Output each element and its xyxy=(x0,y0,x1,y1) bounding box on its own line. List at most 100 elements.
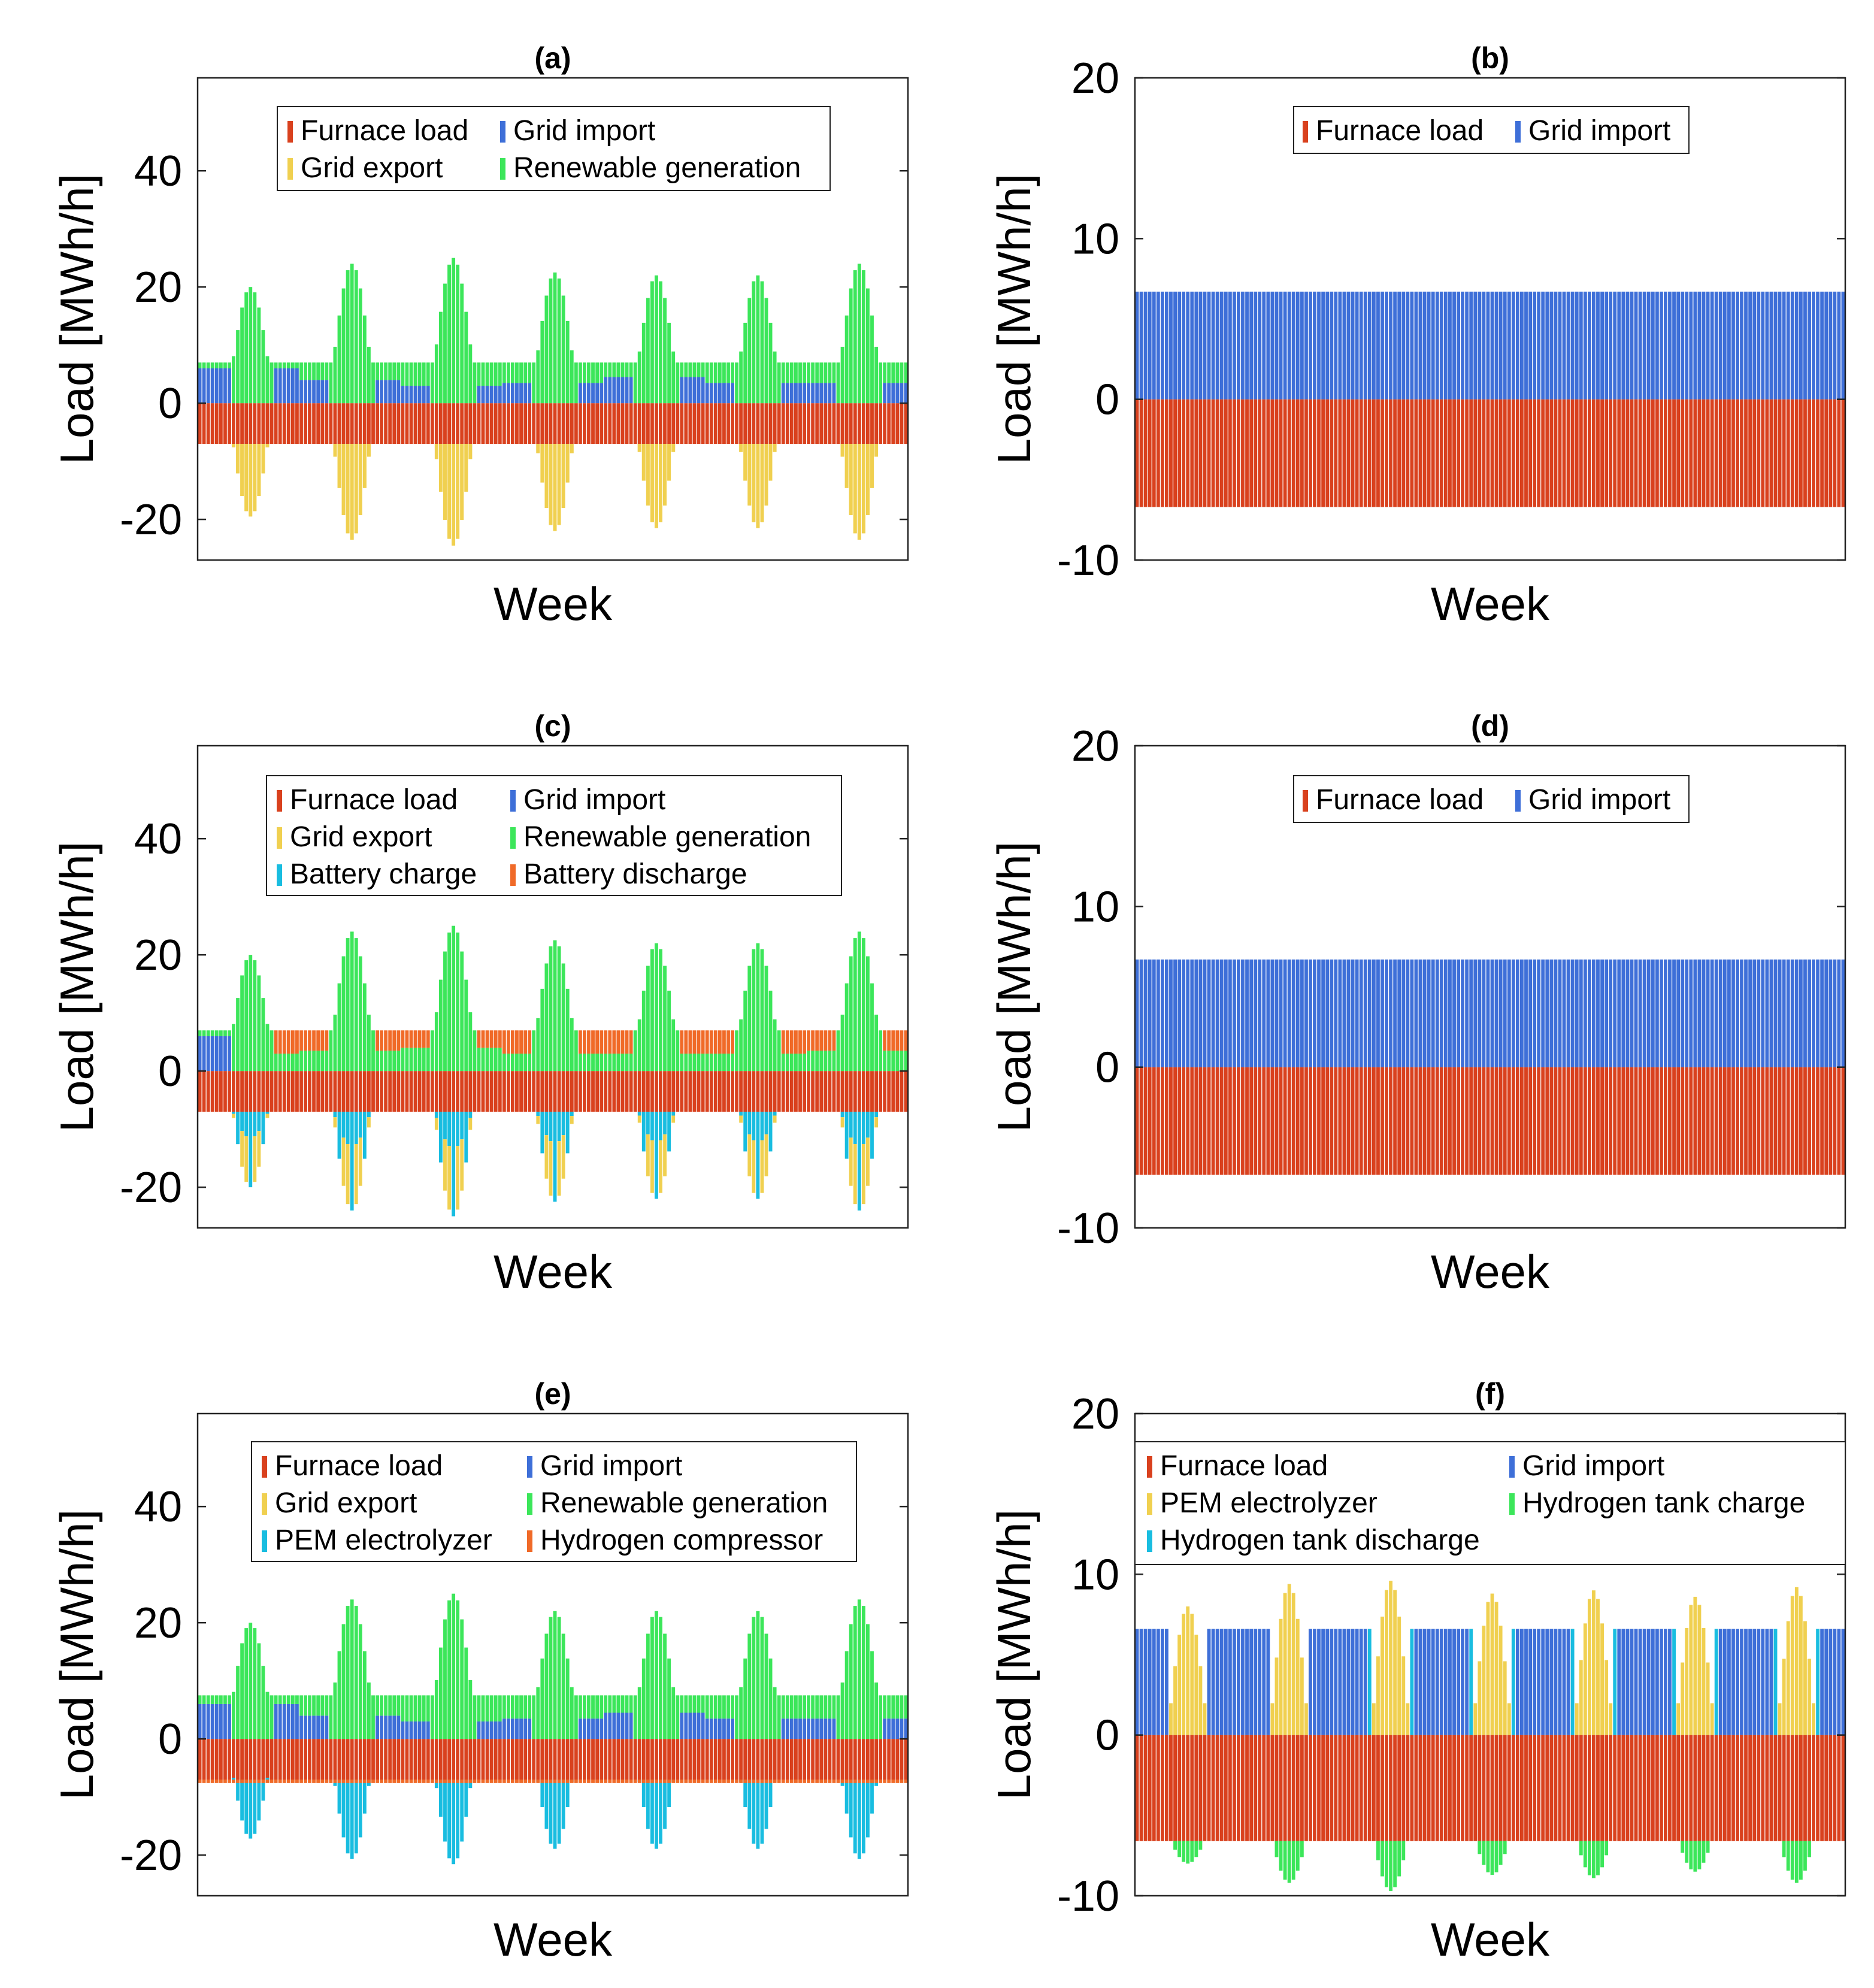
bar-battery-charge xyxy=(265,1112,270,1114)
bar-grid-import xyxy=(1837,291,1841,400)
bar-grid-import xyxy=(320,1715,325,1739)
bar-renewable-generation xyxy=(768,1658,773,1739)
bar-renewable-generation xyxy=(485,1048,489,1072)
bar-furnace-load xyxy=(608,403,612,444)
bar-furnace-load xyxy=(717,403,722,444)
bar-furnace-load xyxy=(1304,1735,1308,1841)
bar-hydrogen-compressor xyxy=(371,1780,375,1783)
bar-furnace-load xyxy=(1228,1735,1232,1841)
bar-renewable-generation xyxy=(417,362,422,386)
bar-grid-import xyxy=(1833,291,1837,400)
bar-furnace-load xyxy=(565,1071,570,1112)
bar-renewable-generation xyxy=(574,1030,578,1072)
bar-grid-export xyxy=(540,444,544,483)
bar-renewable-generation xyxy=(371,362,375,404)
bar-furnace-load xyxy=(1410,1067,1414,1175)
bar-furnace-load xyxy=(401,1071,405,1112)
bar-furnace-load xyxy=(1279,399,1283,507)
bar-pem-electrolyzer xyxy=(1177,1635,1182,1735)
bar-furnace-load xyxy=(1148,399,1152,507)
bar-grid-import xyxy=(1697,959,1702,1067)
bar-hydrogen-compressor xyxy=(752,1780,756,1783)
bar-hydrogen-compressor xyxy=(705,1780,709,1783)
bar-renewable-generation xyxy=(557,946,561,1072)
bar-renewable-generation xyxy=(789,1695,794,1719)
bar-furnace-load xyxy=(1638,1735,1642,1841)
bar-hydrogen-compressor xyxy=(367,1780,371,1783)
bar-pem-electrolyzer xyxy=(1498,1626,1503,1735)
bar-renewable-generation xyxy=(819,1695,824,1719)
bar-renewable-generation xyxy=(392,362,396,380)
bar-furnace-load xyxy=(290,1739,295,1780)
bar-grid-import xyxy=(523,1718,528,1739)
bar-grid-import xyxy=(1418,291,1422,400)
bar-renewable-generation xyxy=(819,362,824,383)
bar-furnace-load xyxy=(633,1071,637,1112)
legend-label: Grid import xyxy=(1522,1450,1664,1482)
bar-pem-electrolyzer xyxy=(1283,1593,1287,1735)
bar-furnace-load xyxy=(1254,1735,1258,1841)
bar-grid-import xyxy=(680,1712,684,1739)
bar-battery-charge xyxy=(739,1112,743,1116)
bar-furnace-load xyxy=(473,1739,477,1780)
bar-hydrogen-compressor xyxy=(452,1780,456,1783)
bar-hydrogen-tank-charge xyxy=(1600,1841,1604,1868)
bar-battery-discharge xyxy=(731,1030,734,1054)
bar-furnace-load xyxy=(600,1071,604,1112)
bar-grid-import xyxy=(511,383,514,404)
bar-grid-import xyxy=(1769,959,1773,1067)
bar-grid-import xyxy=(625,1712,629,1739)
bar-grid-import xyxy=(1190,959,1194,1067)
bar-furnace-load xyxy=(1613,1735,1617,1841)
bar-grid-import xyxy=(223,368,227,404)
bar-furnace-load xyxy=(1541,1735,1545,1841)
bar-furnace-load xyxy=(659,1739,662,1780)
bar-pem-electrolyzer xyxy=(650,1780,654,1844)
bar-grid-import xyxy=(1317,1629,1321,1735)
bar-battery-charge xyxy=(350,1112,354,1211)
bar-furnace-load xyxy=(1621,1067,1625,1175)
y-tick-label: 10 xyxy=(1071,215,1119,263)
bar-pem-electrolyzer xyxy=(341,1780,346,1838)
bar-furnace-load xyxy=(1414,1735,1418,1841)
bar-battery-discharge xyxy=(697,1030,701,1054)
bar-grid-import xyxy=(1376,291,1380,400)
legend-label: Battery discharge xyxy=(523,858,747,890)
bar-grid-import xyxy=(206,1703,210,1739)
bar-grid-import xyxy=(528,1718,532,1739)
bar-furnace-load xyxy=(1156,1735,1160,1841)
bar-grid-import xyxy=(1524,959,1528,1067)
bar-grid-import xyxy=(1177,959,1182,1067)
bar-grid-export xyxy=(752,1140,756,1193)
bar-furnace-load xyxy=(1562,399,1566,507)
bar-grid-import xyxy=(1714,959,1718,1067)
bar-furnace-load xyxy=(1435,1735,1439,1841)
bar-battery-discharge xyxy=(781,1030,785,1054)
bar-battery-charge xyxy=(752,1112,756,1140)
bar-furnace-load xyxy=(1609,399,1613,507)
bar-furnace-load xyxy=(265,1071,270,1112)
bar-furnace-load xyxy=(511,1071,514,1112)
bar-grid-import xyxy=(781,1718,785,1739)
bar-pem-electrolyzer xyxy=(1702,1627,1706,1735)
bar-grid-import xyxy=(1139,1629,1143,1735)
bar-furnace-load xyxy=(637,1739,641,1780)
bar-furnace-load xyxy=(1410,399,1414,507)
bar-grid-import xyxy=(1342,959,1346,1067)
bar-furnace-load xyxy=(1258,1735,1262,1841)
bar-renewable-generation xyxy=(604,362,608,377)
bar-grid-import xyxy=(1736,291,1739,400)
bar-hydrogen-tank-charge xyxy=(1279,1841,1283,1871)
bar-renewable-generation xyxy=(430,362,434,404)
bar-renewable-generation xyxy=(265,1024,270,1072)
bar-furnace-load xyxy=(1820,1735,1824,1841)
bar-battery-discharge xyxy=(629,1030,633,1054)
legend-swatch xyxy=(1303,121,1308,143)
bar-renewable-generation xyxy=(274,1054,278,1072)
bar-grid-import xyxy=(1410,291,1414,400)
bar-renewable-generation xyxy=(540,988,544,1072)
bar-renewable-generation xyxy=(371,1030,375,1072)
bar-grid-import xyxy=(1790,291,1794,400)
bar-grid-import xyxy=(1634,291,1638,400)
